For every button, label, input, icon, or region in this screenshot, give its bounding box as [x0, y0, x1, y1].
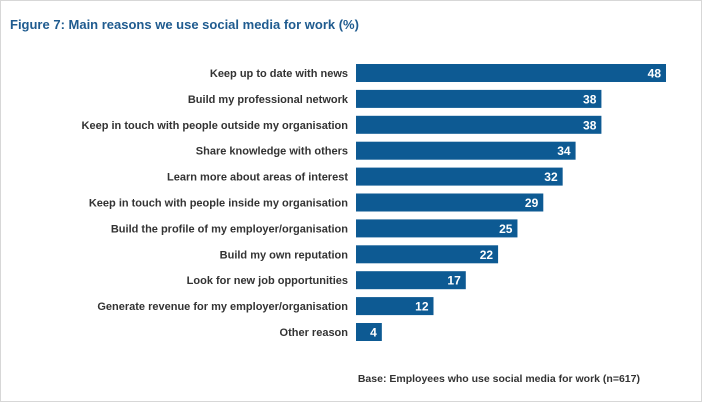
bar	[356, 245, 499, 264]
bar	[356, 167, 563, 186]
category-label: Generate revenue for my employer/organis…	[97, 301, 348, 313]
value-label: 25	[499, 222, 513, 236]
category-label: Keep in touch with people outside my org…	[82, 120, 349, 132]
bar	[356, 219, 518, 238]
category-label: Share knowledge with others	[196, 146, 348, 158]
value-label: 38	[583, 92, 597, 106]
bar	[356, 89, 602, 108]
bar	[356, 64, 666, 82]
value-label: 4	[370, 326, 377, 340]
value-label: 34	[557, 144, 571, 158]
bar	[356, 297, 434, 316]
value-label: 48	[648, 67, 662, 81]
category-label: Other reason	[280, 327, 349, 339]
category-label: Build my professional network	[188, 94, 349, 106]
bar	[356, 115, 602, 134]
chart-title: Figure 7: Main reasons we use social med…	[10, 17, 359, 32]
category-label: Build my own reputation	[220, 249, 349, 261]
bar	[356, 271, 466, 290]
value-label: 22	[480, 248, 494, 262]
chart-footnote: Base: Employees who use social media for…	[357, 373, 640, 385]
value-label: 38	[583, 118, 597, 132]
value-label: 32	[544, 170, 558, 184]
value-label: 29	[525, 196, 539, 210]
bar	[356, 323, 382, 341]
bar	[356, 141, 576, 160]
value-label: 12	[415, 300, 429, 314]
category-label: Build the profile of my employer/organis…	[111, 223, 348, 235]
value-label: 17	[447, 274, 461, 288]
category-label: Look for new job opportunities	[187, 275, 348, 287]
category-label: Keep in touch with people inside my orga…	[89, 198, 348, 210]
category-label: Keep up to date with news	[210, 68, 348, 80]
bar	[356, 193, 544, 212]
category-label: Learn more about areas of interest	[167, 172, 348, 184]
